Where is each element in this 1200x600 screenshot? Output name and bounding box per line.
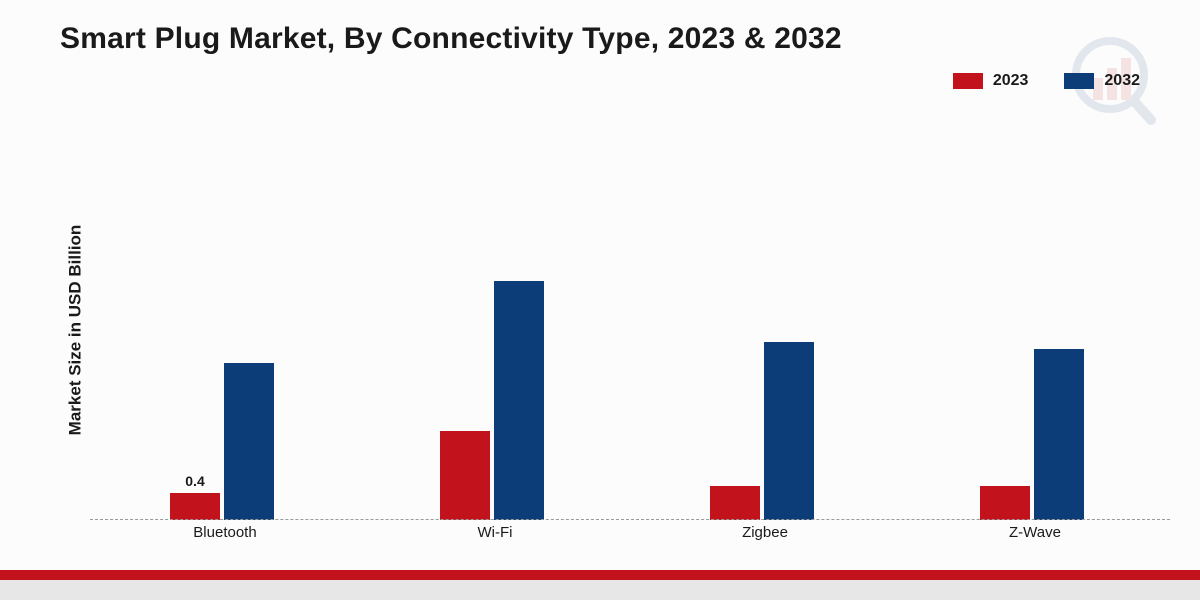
x-axis-label: Bluetooth [170,520,280,541]
bar-group [440,110,550,520]
bar [1034,349,1084,520]
bar-value-label: 0.4 [170,473,220,489]
legend-swatch [953,73,983,89]
x-axis-label: Z-Wave [980,520,1090,541]
chart-area: Market Size in USD Billion 0.4 Bluetooth… [60,110,1170,550]
legend-swatch [1064,73,1094,89]
footer-stripe [0,570,1200,600]
bar-group [980,110,1090,520]
legend-item: 2032 [1064,72,1140,90]
footer-accent [0,570,1200,580]
bar [170,493,220,520]
y-axis-label: Market Size in USD Billion [60,110,90,550]
bar [710,486,760,520]
x-axis-label: Wi-Fi [440,520,550,541]
legend: 2023 2032 [953,72,1140,90]
chart-page: Smart Plug Market, By Connectivity Type,… [0,0,1200,600]
bar [980,486,1030,520]
bar-group: 0.4 [170,110,280,520]
footer-bg [0,580,1200,600]
bar-groups: 0.4 [90,110,1170,520]
legend-label: 2023 [993,72,1029,90]
x-axis-labels: Bluetooth Wi-Fi Zigbee Z-Wave [90,520,1170,550]
bar-group [710,110,820,520]
legend-label: 2032 [1104,72,1140,90]
bar [494,281,544,520]
bar [764,342,814,520]
x-axis-label: Zigbee [710,520,820,541]
bar [440,431,490,520]
plot-area: 0.4 Bluetooth Wi-Fi Zigbee Z-Wave [90,110,1170,550]
legend-item: 2023 [953,72,1029,90]
bar [224,363,274,520]
chart-title: Smart Plug Market, By Connectivity Type,… [60,22,842,56]
